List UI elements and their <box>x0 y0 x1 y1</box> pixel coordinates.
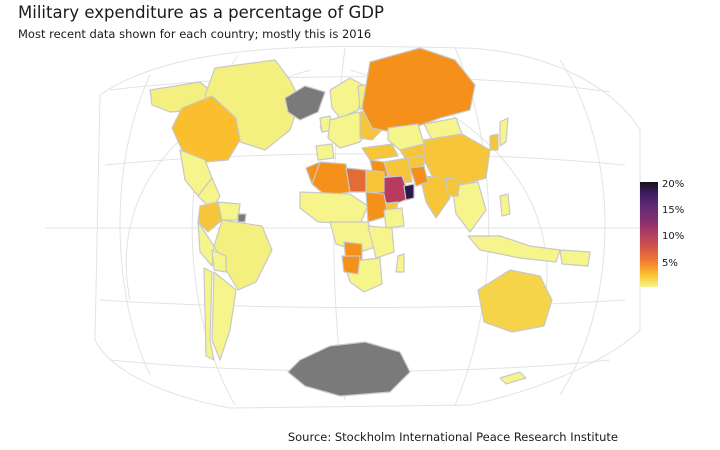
country-sahel <box>299 191 369 225</box>
country-peru <box>197 221 215 267</box>
country-chile <box>203 267 215 361</box>
country-ethiopia <box>383 207 405 229</box>
country-egypt <box>365 169 385 193</box>
country-new-zealand <box>499 371 527 385</box>
legend-tick-5: 5% <box>662 258 678 269</box>
graticule-outline <box>94 45 641 409</box>
country-brazil <box>213 219 273 291</box>
legend-tick-10: 10% <box>662 231 685 242</box>
country-russia <box>361 47 476 133</box>
color-legend: 20% 15% 10% 5% <box>640 179 720 292</box>
country-algeria <box>311 161 351 197</box>
country-angola <box>341 255 361 275</box>
legend-tick-20: 20% <box>662 179 685 190</box>
country-greenland <box>284 85 326 121</box>
country-central-africa <box>329 221 379 253</box>
country-oman <box>403 183 415 201</box>
country-spain <box>315 143 335 161</box>
country-india <box>419 175 451 219</box>
country-southeast-asia <box>451 181 487 233</box>
country-pakistan <box>409 165 429 187</box>
countries <box>149 47 591 397</box>
country-japan <box>499 117 509 147</box>
country-afghanistan <box>407 155 425 169</box>
country-usa <box>171 95 241 163</box>
country-guyana-suriname <box>237 213 247 223</box>
country-colombia <box>197 201 223 233</box>
graticule-parallel-3 <box>99 299 626 308</box>
legend-tick-15: 15% <box>662 205 685 216</box>
graticule-meridian-5 <box>119 74 151 376</box>
country-philippines <box>499 193 511 217</box>
country-australia <box>477 269 553 333</box>
country-bolivia <box>211 249 227 273</box>
country-antarctica <box>287 341 411 397</box>
country-norway-sweden <box>329 77 366 119</box>
country-argentina <box>211 271 237 361</box>
graticule-meridian-4 <box>559 59 606 396</box>
country-myanmar <box>445 177 461 197</box>
map-title: Military expenditure as a percentage of … <box>18 3 384 22</box>
country-east-africa <box>367 225 395 259</box>
graticule-parallel-2 <box>104 153 626 166</box>
graticule-parallel-1 <box>109 76 611 93</box>
legend-color-bar <box>640 182 658 287</box>
country-indonesia <box>467 235 561 263</box>
country-libya <box>345 167 367 193</box>
country-venezuela <box>217 201 241 221</box>
country-png <box>559 249 591 267</box>
map-subtitle: Most recent data shown for each country;… <box>18 27 372 41</box>
source-caption: Source: Stockholm International Peace Re… <box>287 430 618 444</box>
country-china <box>423 133 491 187</box>
country-turkey <box>361 143 399 161</box>
country-korea <box>489 133 499 151</box>
country-madagascar <box>395 253 405 273</box>
